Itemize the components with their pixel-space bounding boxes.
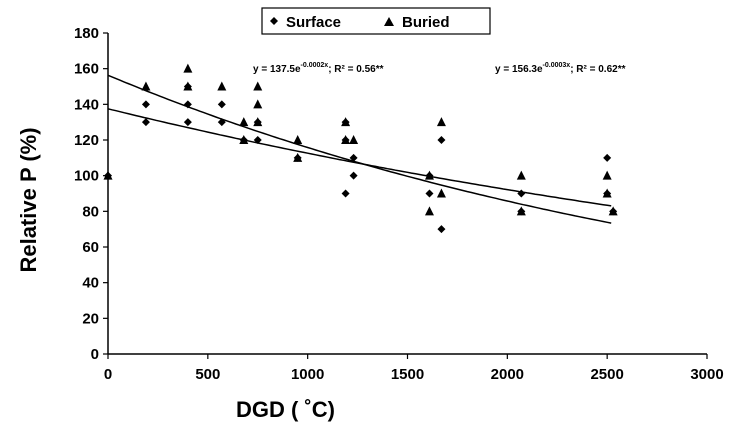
surface-equation-exponent: -0.0002x bbox=[301, 62, 329, 69]
y-axis-title: Relative P (%) bbox=[16, 127, 41, 272]
buried-point bbox=[239, 117, 249, 127]
surface-point bbox=[341, 189, 350, 198]
surface-point bbox=[183, 100, 192, 109]
x-tick-label: 2000 bbox=[491, 366, 524, 383]
x-tick-label: 0 bbox=[104, 366, 112, 383]
legend-surface-label: Surface bbox=[286, 14, 341, 31]
x-tick-label: 1000 bbox=[291, 366, 324, 383]
buried-point bbox=[103, 170, 113, 180]
y-tick-label: 60 bbox=[82, 239, 99, 256]
x-tick-label: 1500 bbox=[391, 366, 424, 383]
buried-point bbox=[293, 152, 303, 162]
buried-equation-base: y = 156.3e bbox=[495, 64, 543, 75]
surface-point bbox=[141, 100, 150, 109]
x-tick-label: 500 bbox=[195, 366, 220, 383]
buried-point bbox=[341, 135, 351, 144]
y-tick-label: 20 bbox=[82, 310, 99, 327]
surface-point bbox=[349, 153, 358, 162]
surface-equation-base: y = 137.5e bbox=[253, 64, 301, 75]
buried-point bbox=[141, 81, 151, 91]
surface-trend-line bbox=[107, 108, 612, 207]
surface-equation-r2: ; R² = 0.56** bbox=[328, 64, 383, 75]
surface-point bbox=[253, 136, 262, 144]
surface-point bbox=[183, 118, 192, 127]
y-tick-label: 80 bbox=[82, 203, 99, 220]
buried-point bbox=[183, 81, 193, 91]
buried-point bbox=[239, 135, 249, 144]
buried-point bbox=[217, 81, 227, 91]
buried-point bbox=[293, 135, 303, 144]
trend-lines bbox=[107, 74, 612, 224]
surface-point bbox=[217, 100, 226, 109]
buried-point bbox=[183, 63, 193, 73]
surface-point bbox=[425, 189, 434, 198]
buried-point bbox=[602, 170, 612, 180]
x-axis-title: DGD ( ˚C) bbox=[236, 397, 335, 422]
buried-point bbox=[341, 117, 351, 127]
axes: 0 20 40 60 80 100 120 140 160 180 0 500 1000 1500 2000… bbox=[74, 25, 724, 383]
y-tick-label: 0 bbox=[91, 346, 99, 363]
surface-point bbox=[217, 118, 226, 127]
buried-trend-line bbox=[107, 74, 612, 224]
buried-point bbox=[424, 206, 434, 216]
x-tick-label: 2500 bbox=[590, 366, 623, 383]
buried-point bbox=[516, 206, 526, 216]
y-tick-label: 40 bbox=[82, 275, 99, 292]
surface-fit-equation: y = 137.5e-0.0002x; R² = 0.56** bbox=[253, 62, 384, 75]
buried-equation-exponent: -0.0003x bbox=[543, 62, 571, 69]
buried-point bbox=[516, 170, 526, 180]
buried-point bbox=[436, 188, 446, 198]
surface-point bbox=[517, 189, 526, 198]
svg-text:y = 137.5e-0.0002x; R² = 0.56*: y = 137.5e-0.0002x; R² = 0.56** bbox=[253, 62, 384, 75]
svg-text:y = 156.3e-0.0003x; R² = 0.62*: y = 156.3e-0.0003x; R² = 0.62** bbox=[495, 62, 626, 75]
buried-fit-equation: y = 156.3e-0.0003x; R² = 0.62** bbox=[495, 62, 626, 75]
legend: Surface Buried bbox=[261, 7, 491, 35]
buried-point bbox=[253, 81, 263, 91]
y-tick-label: 120 bbox=[74, 132, 99, 149]
y-tick-label: 100 bbox=[74, 168, 99, 185]
buried-point bbox=[253, 117, 263, 127]
surface-point bbox=[437, 136, 446, 144]
surface-point bbox=[349, 171, 358, 180]
surface-point bbox=[141, 118, 150, 127]
surface-point bbox=[437, 225, 446, 234]
y-tick-label: 140 bbox=[74, 96, 99, 113]
buried-point bbox=[424, 170, 434, 180]
y-tick-label: 160 bbox=[74, 61, 99, 78]
legend-buried-label: Buried bbox=[402, 14, 450, 31]
legend-surface-marker bbox=[270, 17, 278, 25]
buried-point bbox=[349, 135, 359, 144]
buried-point bbox=[436, 117, 446, 127]
buried-point bbox=[253, 99, 263, 109]
legend-box bbox=[261, 7, 491, 35]
buried-point bbox=[602, 188, 612, 198]
x-tick-label: 3000 bbox=[690, 366, 723, 383]
buried-point bbox=[608, 206, 618, 216]
y-tick-label: 180 bbox=[74, 25, 99, 42]
legend-buried-marker bbox=[384, 17, 394, 26]
data-points bbox=[103, 63, 618, 234]
buried-equation-r2: ; R² = 0.62** bbox=[570, 64, 625, 75]
surface-point bbox=[603, 153, 612, 162]
